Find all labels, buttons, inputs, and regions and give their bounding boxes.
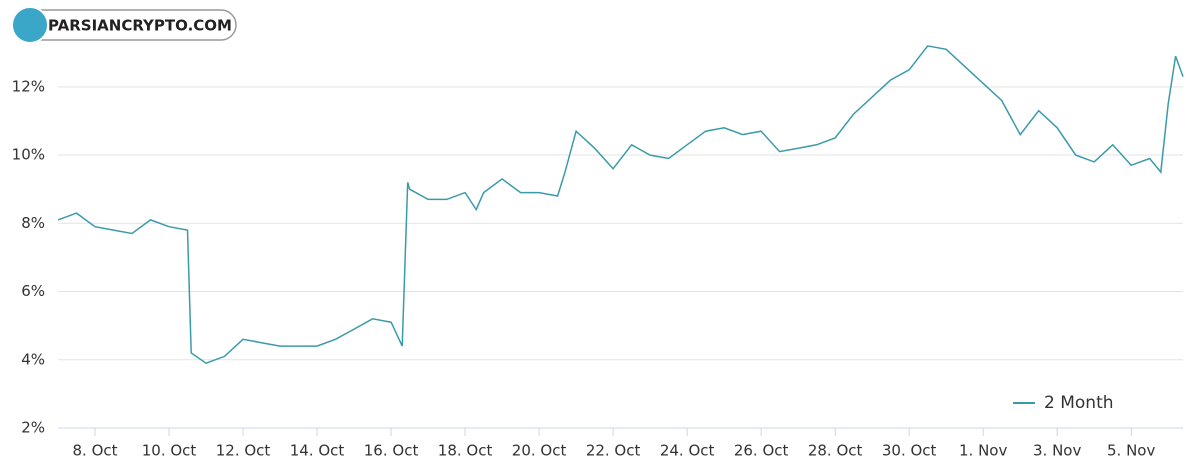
x-tick-label: 22. Oct bbox=[586, 442, 641, 460]
plot: 2% 4% 6% 8% 10% 12% 8. Oct 10. Oct 12. Oct 14. Oc… bbox=[12, 45, 1184, 460]
watermark-logo bbox=[11, 6, 49, 44]
watermark: PARSIANCRYPTO.COM bbox=[11, 6, 237, 44]
y-tick-label: 4% bbox=[21, 350, 45, 368]
y-tick-label: 8% bbox=[21, 214, 45, 232]
x-tick-label: 8. Oct bbox=[72, 442, 117, 460]
x-tick-label: 10. Oct bbox=[142, 442, 197, 460]
x-tick-label: 1. Nov bbox=[959, 442, 1007, 460]
watermark-text: PARSIANCRYPTO.COM bbox=[48, 17, 232, 35]
x-tick-label: 26. Oct bbox=[734, 442, 789, 460]
y-tick-label: 12% bbox=[12, 77, 45, 95]
x-tick-label: 12. Oct bbox=[216, 442, 271, 460]
x-tick-label: 28. Oct bbox=[808, 442, 863, 460]
legend-label: 2 Month bbox=[1044, 393, 1114, 413]
x-tick-label: 16. Oct bbox=[364, 442, 419, 460]
x-tick-label: 3. Nov bbox=[1033, 442, 1081, 460]
y-tick-label: 6% bbox=[21, 282, 45, 300]
y-tick-label: 10% bbox=[12, 146, 45, 164]
y-tick-label: 2% bbox=[21, 419, 45, 437]
x-tick-label: 30. Oct bbox=[882, 442, 937, 460]
x-tick-label: 24. Oct bbox=[660, 442, 715, 460]
x-tick-label: 18. Oct bbox=[438, 442, 493, 460]
x-tick-label: 5. Nov bbox=[1107, 442, 1155, 460]
x-tick-label: 14. Oct bbox=[290, 442, 345, 460]
data-line bbox=[57, 45, 1184, 365]
x-tick-label: 20. Oct bbox=[512, 442, 567, 460]
